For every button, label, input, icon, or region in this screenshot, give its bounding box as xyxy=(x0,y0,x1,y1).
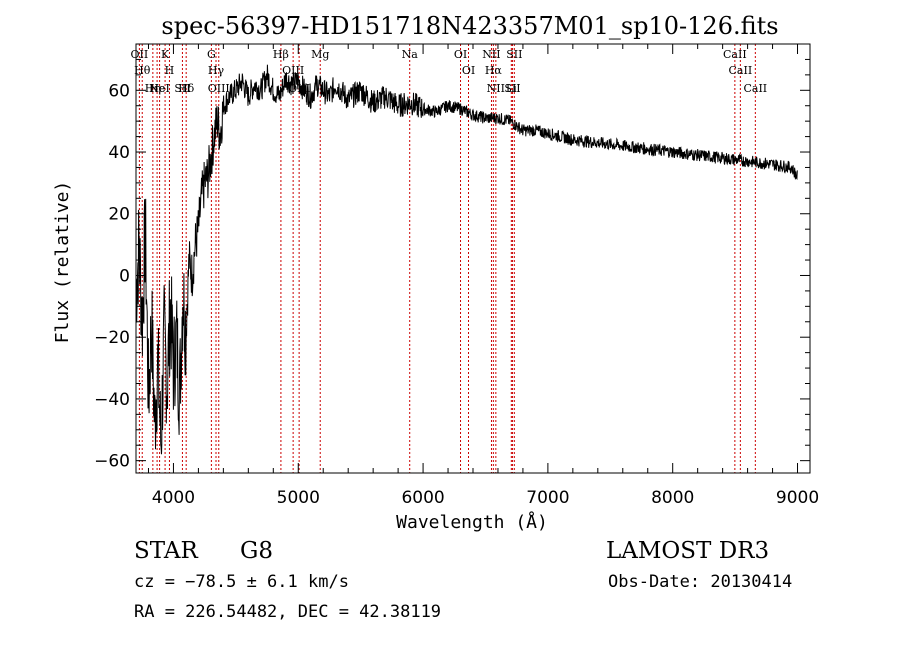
x-tick-label: 6000 xyxy=(401,488,444,508)
line-marker-label: Mg xyxy=(311,48,329,61)
line-marker-label: Hθ xyxy=(134,64,151,77)
y-tick-label: −60 xyxy=(94,452,130,472)
line-marker-label: H xyxy=(165,64,175,77)
y-tick-label: −40 xyxy=(94,390,130,410)
coordinates: RA = 226.54482, DEC = 42.38119 xyxy=(134,602,442,622)
y-tick-label: −20 xyxy=(94,328,130,348)
x-tick-label: 9000 xyxy=(776,488,819,508)
line-marker-label: OI xyxy=(454,48,467,61)
axis-ticks xyxy=(136,44,810,473)
line-marker-label: OIII xyxy=(282,64,304,77)
redshift-velocity: cz = −78.5 ± 6.1 km/s xyxy=(134,572,349,592)
y-tick-label: 20 xyxy=(108,205,130,225)
object-class: STAR xyxy=(134,538,198,564)
line-marker-label: NII xyxy=(487,82,505,95)
y-tick-labels: −60 −40 −20 0 20 40 60 xyxy=(94,81,130,471)
line-marker-label: Hγ xyxy=(208,64,225,77)
line-marker-label: Hβ xyxy=(273,48,289,61)
x-tick-label: 8000 xyxy=(651,488,694,508)
survey-name: LAMOST DR3 xyxy=(606,538,770,564)
x-axis-label: Wavelength (Å) xyxy=(396,511,548,533)
line-marker-label: CaII xyxy=(723,48,747,61)
spectrum-chart: spec-56397-HD151718N423357M01_sp10-126.f… xyxy=(52,12,819,533)
line-marker-label: OI xyxy=(462,64,475,77)
observation-date: Obs-Date: 20130414 xyxy=(608,572,793,592)
x-tick-label: 5000 xyxy=(277,488,320,508)
y-tick-label: 60 xyxy=(108,81,130,101)
y-axis-label: Flux (relative) xyxy=(52,181,73,344)
line-marker-label: Na xyxy=(402,48,419,61)
x-tick-label: 4000 xyxy=(152,488,195,508)
x-tick-labels: 4000 5000 6000 7000 8000 9000 xyxy=(152,488,819,508)
y-tick-label: 0 xyxy=(119,266,130,286)
chart-title: spec-56397-HD151718N423357M01_sp10-126.f… xyxy=(161,12,778,40)
line-marker-label: NII xyxy=(482,48,500,61)
line-marker-label: HeI xyxy=(149,82,169,95)
spectrum-line xyxy=(135,64,798,455)
line-marker-label: Hα xyxy=(485,64,503,77)
line-marker-label: SII xyxy=(506,48,522,61)
x-tick-label: 7000 xyxy=(526,488,569,508)
line-marker-label: K xyxy=(161,48,170,61)
line-marker-label: Hη xyxy=(145,82,161,95)
line-marker-label: Ne xyxy=(149,82,165,95)
spectrum xyxy=(135,64,798,455)
line-marker-label: CaII xyxy=(729,64,753,77)
line-marker-label: OII xyxy=(131,48,149,61)
y-tick-label: 40 xyxy=(108,143,130,163)
line-marker-label: Li xyxy=(506,82,517,95)
object-subclass: G8 xyxy=(240,538,274,564)
line-marker-label: SII xyxy=(174,82,190,95)
line-marker-label: CaII xyxy=(743,82,767,95)
line-marker-label: OIII xyxy=(208,82,230,95)
plot-frame xyxy=(135,43,811,474)
line-marker-label: Hδ xyxy=(178,82,195,95)
line-marker-label: SII xyxy=(504,82,520,95)
line-marker-label: G xyxy=(207,48,216,61)
